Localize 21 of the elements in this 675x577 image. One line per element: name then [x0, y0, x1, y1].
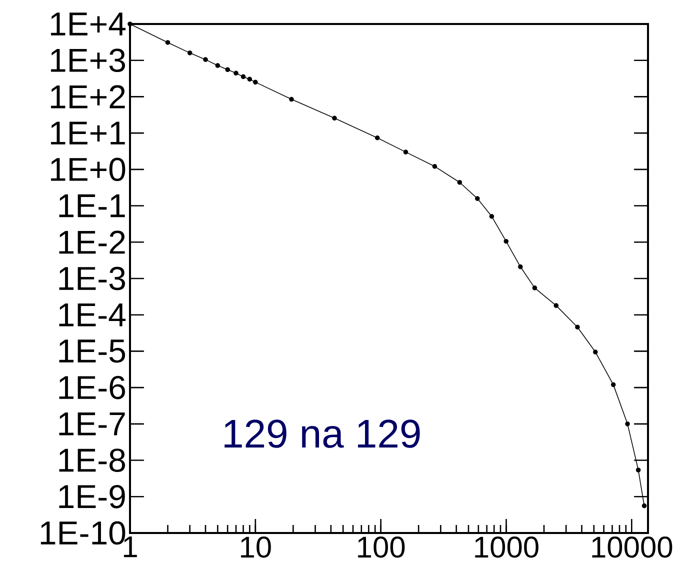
x-tick-label: 1 — [124, 536, 137, 558]
x-tick-label: 1000 — [475, 536, 538, 558]
y-tick-label: 1E-3 — [59, 266, 126, 290]
y-tick-label: 1E+1 — [50, 122, 125, 144]
y-tick-label: 1E-5 — [59, 340, 126, 363]
y-tick-label: 1E-7 — [59, 412, 125, 436]
y-tick-label: 1E-2 — [59, 230, 125, 254]
x-tick-label: 10 — [241, 536, 271, 558]
y-tick-label: 1E+0 — [50, 158, 126, 182]
y-tick-label: 1E+4 — [50, 12, 126, 36]
annotation: 129 na 129 — [224, 420, 420, 448]
y-tick-label: 1E-1 — [59, 194, 125, 218]
y-tick-label: 1E+3 — [50, 48, 126, 72]
y-tick-label: 1E-10 — [40, 521, 126, 545]
x-tick-label: 100 — [358, 536, 405, 558]
x-tick-label: 10000 — [592, 536, 672, 558]
y-tick-label: 1E-9 — [59, 484, 125, 508]
y-tick-label: 1E+2 — [50, 85, 125, 108]
y-tick-label: 1E-8 — [59, 448, 126, 472]
y-tick-label: 1E-6 — [59, 376, 126, 400]
y-tick-label: 1E-4 — [59, 303, 126, 326]
